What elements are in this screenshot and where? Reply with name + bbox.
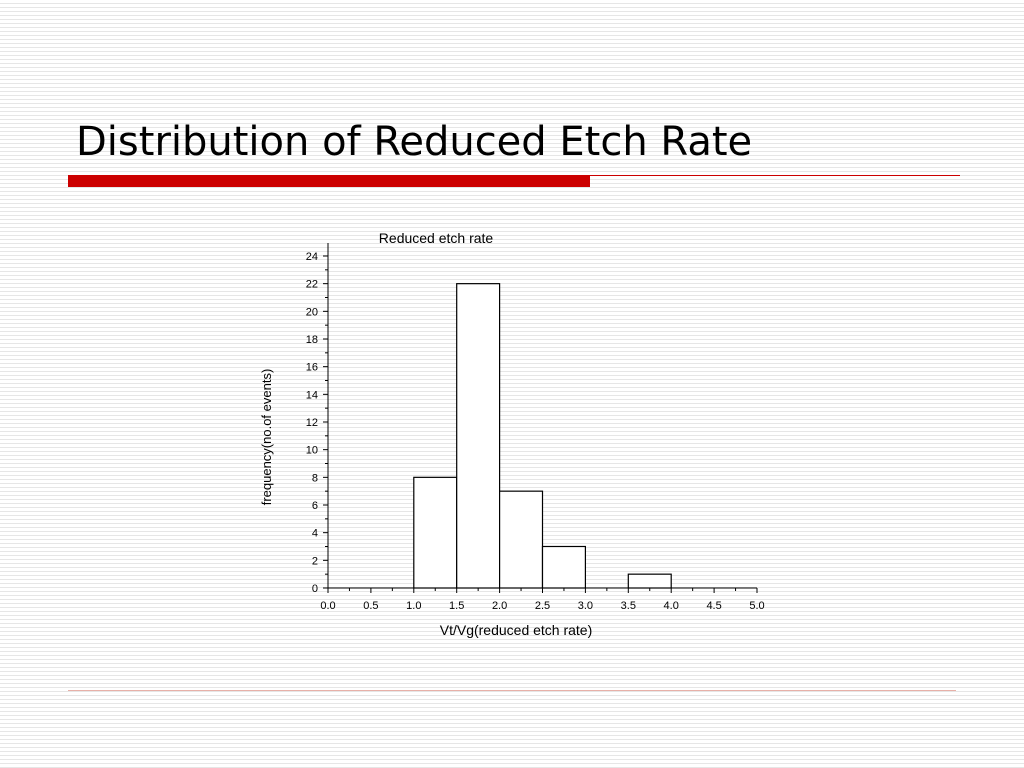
y-tick-label: 12 xyxy=(306,417,318,429)
x-tick-label: 3.0 xyxy=(578,600,593,612)
chart-title: Reduced etch rate xyxy=(379,230,494,246)
title-accent-line xyxy=(590,175,960,176)
histogram-bar-7 xyxy=(627,573,672,589)
y-tick-label: 24 xyxy=(306,251,318,263)
x-tick-label: 5.0 xyxy=(749,600,764,612)
x-tick-label: 1.0 xyxy=(406,600,421,612)
title-accent-bar xyxy=(68,175,590,187)
histogram-bar-5 xyxy=(541,545,587,589)
footer-divider xyxy=(68,690,956,691)
x-tick-label: 4.0 xyxy=(664,600,679,612)
slide-title: Distribution of Reduced Etch Rate xyxy=(76,119,753,165)
y-tick-label: 18 xyxy=(306,334,318,346)
histogram-bars xyxy=(413,283,672,589)
x-tick-label: 2.5 xyxy=(535,600,550,612)
y-tick-label: 20 xyxy=(306,306,318,318)
x-tick-label: 2.0 xyxy=(492,600,507,612)
y-axis-label: frequency(no.of events) xyxy=(259,369,274,506)
histogram-bar-4 xyxy=(499,490,544,589)
x-tick-label: 3.5 xyxy=(621,600,636,612)
histogram-bar-2 xyxy=(413,476,458,589)
y-tick-label: 22 xyxy=(306,279,318,291)
x-tick-label: 0.0 xyxy=(320,600,335,612)
x-tick-label: 0.5 xyxy=(363,600,378,612)
x-axis-ticks: 0.0 0.5 1.0 1.5 2.0 2.5 3.0 3.5 4.0 4.5 5.0 xyxy=(320,588,765,612)
x-tick-label: 4.5 xyxy=(706,600,721,612)
x-axis-label: Vt/Vg(reduced etch rate) xyxy=(440,622,593,638)
y-tick-label: 8 xyxy=(312,472,318,484)
y-tick-label: 10 xyxy=(306,445,318,457)
y-tick-label: 0 xyxy=(312,583,318,595)
y-tick-label: 16 xyxy=(306,362,318,374)
y-tick-label: 2 xyxy=(312,555,318,567)
histogram-bar-3 xyxy=(456,283,501,589)
x-tick-label: 1.5 xyxy=(449,600,464,612)
y-tick-label: 4 xyxy=(312,528,318,540)
y-tick-label: 6 xyxy=(312,500,318,512)
y-tick-label: 14 xyxy=(306,389,318,401)
